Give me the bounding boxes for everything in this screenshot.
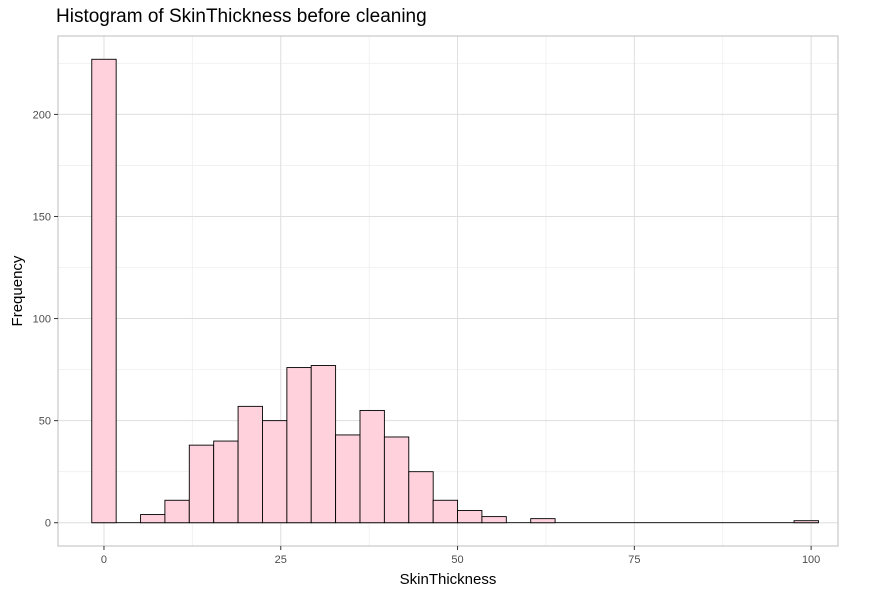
x-tick-label: 0 <box>101 554 107 566</box>
histogram-bar <box>262 420 288 524</box>
x-tick-label: 75 <box>628 554 640 566</box>
y-tick-label: 150 <box>33 211 51 223</box>
histogram-bar <box>237 405 263 524</box>
histogram-bar <box>91 58 117 524</box>
y-axis-title: Frequency <box>9 255 26 326</box>
histogram-bar <box>457 510 483 524</box>
x-tick-label: 25 <box>275 554 287 566</box>
histogram-bar <box>408 471 434 524</box>
y-tick-label: 200 <box>33 109 51 121</box>
histogram-bar <box>481 516 507 524</box>
histogram-bar <box>164 499 190 524</box>
major-gridlines <box>58 36 838 546</box>
histogram-bar <box>793 520 819 524</box>
histogram-bar <box>359 409 385 524</box>
panel-border <box>57 35 839 547</box>
chart-title: Histogram of SkinThickness before cleani… <box>56 6 427 27</box>
histogram-bar <box>530 518 556 524</box>
histogram-bar <box>432 499 459 524</box>
histogram-bar <box>335 434 361 524</box>
x-tick-label: 50 <box>451 554 463 566</box>
x-axis-ticks: 0 25 50 75 100 <box>101 546 820 566</box>
minor-gridlines <box>58 36 838 546</box>
x-axis-title: SkinThickness <box>400 571 497 588</box>
histogram-bar <box>188 444 215 524</box>
histogram-bar <box>286 367 312 524</box>
histogram-bar <box>383 436 410 524</box>
histogram-bars <box>91 58 819 524</box>
histogram-bar <box>310 365 337 524</box>
x-tick-label: 100 <box>802 554 820 566</box>
histogram-bar <box>213 440 239 524</box>
y-tick-label: 100 <box>33 314 51 326</box>
y-axis-ticks: 0 50 100 150 200 <box>33 109 58 530</box>
y-tick-label: 50 <box>39 416 51 428</box>
histogram-bar <box>140 514 166 524</box>
y-tick-label: 0 <box>45 518 51 530</box>
